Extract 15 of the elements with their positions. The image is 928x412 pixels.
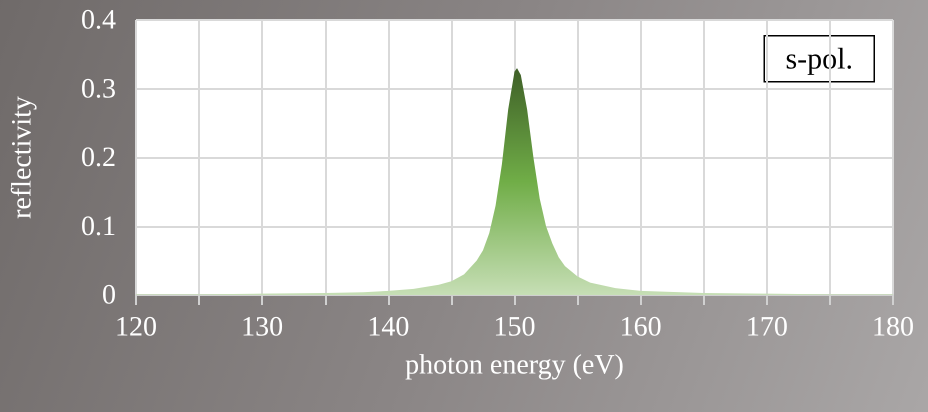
x-tick-label: 130	[241, 312, 284, 342]
x-tick-label: 140	[367, 312, 410, 342]
y-tick-label: 0.4	[81, 4, 116, 36]
x-axis-title: photon energy (eV)	[405, 350, 624, 380]
x-tick-label: 150	[494, 312, 536, 342]
x-tick-label: 180	[872, 312, 914, 342]
y-axis-title: reflectivity	[6, 96, 38, 219]
x-tick-label: 170	[746, 312, 788, 342]
y-tick-label: 0.2	[81, 142, 116, 173]
x-tick-label: 120	[115, 312, 157, 342]
annotation: s-pol.	[786, 42, 853, 76]
y-tick-label: 0	[102, 280, 116, 310]
x-tick-label: 160	[620, 312, 662, 342]
y-tick-label: 0.3	[81, 73, 116, 104]
y-tick-label: 0.1	[81, 210, 116, 242]
